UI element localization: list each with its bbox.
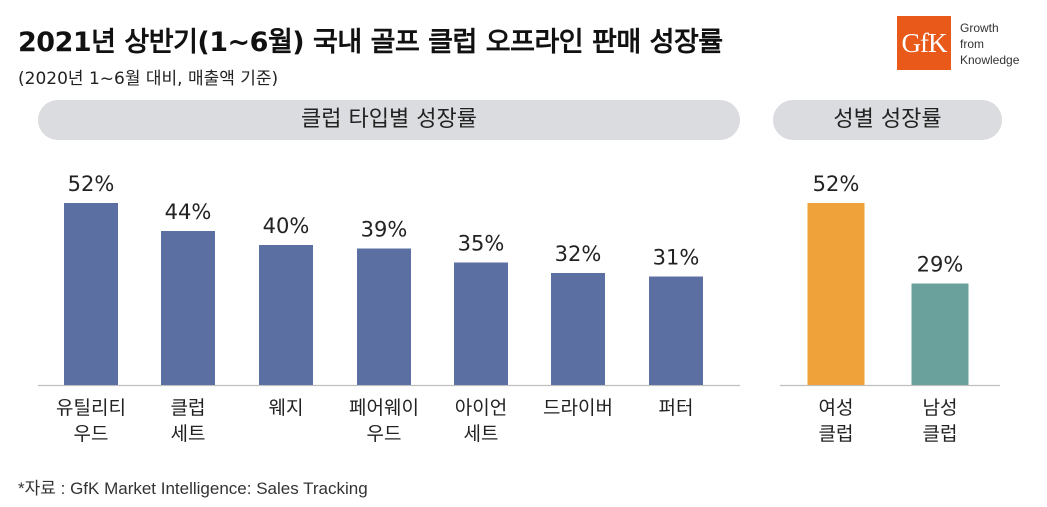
club-value-label-2: 40% bbox=[263, 214, 310, 238]
gender-bar-0 bbox=[807, 203, 865, 385]
club-value-label-4: 35% bbox=[458, 232, 505, 256]
club-value-label-6: 31% bbox=[653, 246, 700, 270]
growth-bar-charts: 52% 유틸리티 우드 44% 클럽 세트 40% 웨지 39% 페어웨이 우드 35% 아이언 세트 32… bbox=[38, 172, 1000, 445]
club-category-label-0: 유틸리티 우드 bbox=[56, 397, 126, 445]
gender-panel-title: 성별 성장률 bbox=[773, 100, 1002, 140]
club-category-label-1: 클럽 세트 bbox=[171, 397, 206, 445]
chart-title: 2021년 상반기(1~6월) 국내 골프 클럽 오프라인 판매 성장률 bbox=[18, 27, 723, 58]
gfk-logo: GfK Growth from Knowledge bbox=[897, 16, 1037, 72]
gfk-logo-mark: GfK bbox=[897, 16, 951, 70]
gender-value-label-0: 52% bbox=[813, 172, 860, 196]
gender-value-label-1: 29% bbox=[917, 253, 964, 277]
club-category-label-4: 아이언 세트 bbox=[455, 397, 507, 445]
club-bar-5 bbox=[551, 273, 605, 385]
club-category-label-5: 드라이버 bbox=[543, 397, 613, 419]
club-value-label-0: 52% bbox=[68, 172, 115, 196]
club-type-panel-title: 클럽 타입별 성장률 bbox=[38, 100, 740, 140]
club-category-label-2: 웨지 bbox=[269, 397, 304, 419]
gfk-logo-tagline: Growth from Knowledge bbox=[960, 21, 1020, 67]
club-value-label-1: 44% bbox=[165, 200, 212, 224]
gender-bar-1 bbox=[911, 283, 969, 385]
club-bar-6 bbox=[649, 276, 703, 385]
club-value-label-3: 39% bbox=[361, 218, 408, 242]
club-value-label-5: 32% bbox=[555, 242, 602, 266]
club-bar-2 bbox=[259, 245, 313, 385]
club-category-label-6: 퍼터 bbox=[659, 397, 694, 419]
club-bar-0 bbox=[64, 203, 118, 385]
club-bar-1 bbox=[161, 231, 215, 385]
gender-category-label-0: 여성 클럽 bbox=[819, 397, 854, 445]
chart-subtitle: (2020년 1~6월 대비, 매출액 기준) bbox=[18, 69, 279, 89]
source-note: *자료 : GfK Market Intelligence: Sales Tra… bbox=[18, 479, 368, 498]
gender-category-label-1: 남성 클럽 bbox=[923, 397, 958, 445]
club-category-label-3: 페어웨이 우드 bbox=[349, 397, 419, 445]
club-bar-4 bbox=[454, 262, 508, 385]
club-bar-3 bbox=[357, 248, 411, 385]
